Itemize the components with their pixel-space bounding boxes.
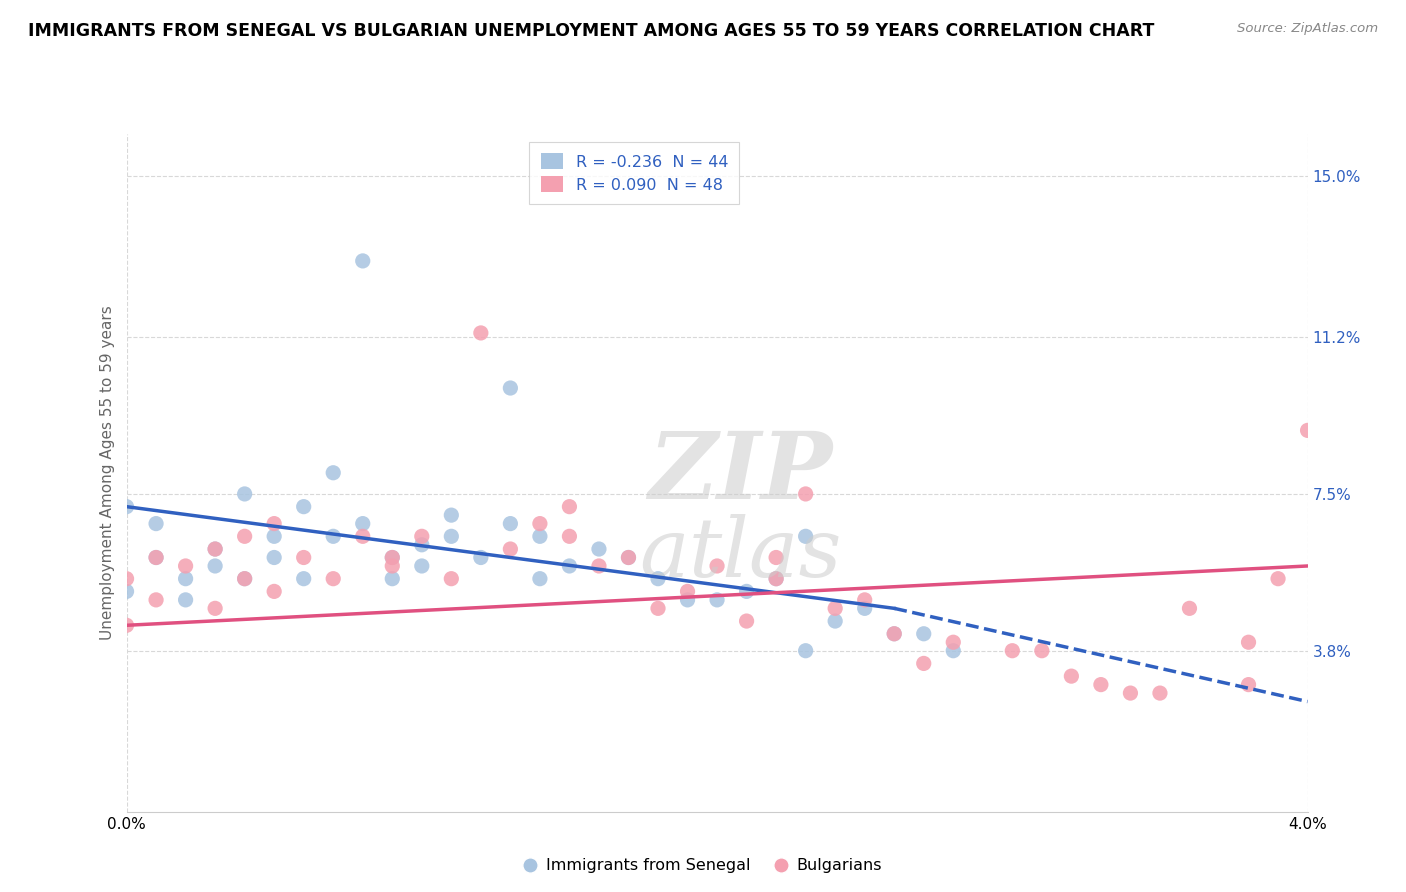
Point (735, 584, 758, 599)
Point (588, 541, 610, 557)
Point (617, 550, 640, 565)
Point (1060, 669, 1083, 683)
Point (411, 529, 433, 543)
Point (853, 592, 876, 607)
Point (263, 584, 285, 599)
Point (1237, 635, 1260, 649)
Point (824, 614, 846, 628)
Text: IMMIGRANTS FROM SENEGAL VS BULGARIAN UNEMPLOYMENT AMONG AGES 55 TO 59 YEARS CORR: IMMIGRANTS FROM SENEGAL VS BULGARIAN UNE… (28, 22, 1154, 40)
Point (617, 550, 640, 565)
Point (499, 516, 522, 531)
Point (440, 572, 463, 586)
Point (558, 558, 581, 574)
Point (942, 635, 965, 649)
Point (942, 644, 965, 658)
Point (558, 500, 581, 514)
Point (558, 529, 581, 543)
Point (647, 572, 669, 586)
Point (1119, 686, 1142, 700)
Legend: R = -0.236  N = 44, R = 0.090  N = 48: R = -0.236 N = 44, R = 0.090 N = 48 (530, 142, 740, 203)
Point (1090, 678, 1112, 692)
Point (676, 592, 699, 607)
Point (735, 614, 758, 628)
Point (794, 487, 817, 501)
Point (233, 572, 256, 586)
Point (381, 558, 404, 574)
Point (706, 558, 728, 574)
Point (292, 500, 315, 514)
Point (1031, 644, 1053, 658)
Point (470, 326, 492, 340)
Point (115, 500, 138, 514)
Point (204, 541, 226, 557)
Point (115, 618, 138, 632)
Point (1296, 424, 1319, 438)
Point (233, 529, 256, 543)
Point (765, 572, 787, 586)
Point (263, 516, 285, 531)
Point (499, 541, 522, 557)
Text: Source: ZipAtlas.com: Source: ZipAtlas.com (1237, 22, 1378, 36)
Point (1178, 601, 1201, 615)
Point (912, 657, 935, 671)
Point (145, 592, 167, 607)
Point (912, 626, 935, 640)
Point (1001, 644, 1024, 658)
Point (381, 550, 404, 565)
Point (676, 584, 699, 599)
Y-axis label: Unemployment Among Ages 55 to 59 years: Unemployment Among Ages 55 to 59 years (100, 305, 115, 640)
Point (647, 601, 669, 615)
Point (263, 529, 285, 543)
Point (440, 529, 463, 543)
Point (853, 601, 876, 615)
Point (174, 558, 197, 574)
Point (204, 601, 226, 615)
Point (352, 253, 374, 268)
Point (145, 550, 167, 565)
Point (1267, 572, 1289, 586)
Point (174, 592, 197, 607)
Point (145, 516, 167, 531)
Point (529, 572, 551, 586)
Point (706, 592, 728, 607)
Point (794, 529, 817, 543)
Point (529, 529, 551, 543)
Point (1149, 686, 1171, 700)
Point (322, 572, 344, 586)
Point (233, 487, 256, 501)
Point (411, 538, 433, 552)
Point (588, 558, 610, 574)
Point (1237, 678, 1260, 692)
Point (411, 558, 433, 574)
Point (115, 572, 138, 586)
Point (765, 550, 787, 565)
Point (765, 572, 787, 586)
Text: atlas: atlas (640, 514, 842, 594)
Point (174, 572, 197, 586)
Legend: Immigrants from Senegal, Bulgarians: Immigrants from Senegal, Bulgarians (517, 852, 889, 880)
Point (824, 601, 846, 615)
Point (470, 550, 492, 565)
Point (883, 626, 905, 640)
Point (440, 508, 463, 523)
Point (263, 550, 285, 565)
Point (204, 541, 226, 557)
Point (499, 381, 522, 395)
Point (352, 529, 374, 543)
Point (381, 572, 404, 586)
Point (322, 466, 344, 480)
Text: ZIP: ZIP (648, 428, 832, 517)
Point (794, 644, 817, 658)
Point (529, 516, 551, 531)
Point (233, 572, 256, 586)
Point (352, 516, 374, 531)
Point (292, 572, 315, 586)
Point (145, 550, 167, 565)
Point (115, 584, 138, 599)
Point (322, 529, 344, 543)
Point (292, 550, 315, 565)
Point (381, 550, 404, 565)
Point (883, 626, 905, 640)
Point (204, 558, 226, 574)
